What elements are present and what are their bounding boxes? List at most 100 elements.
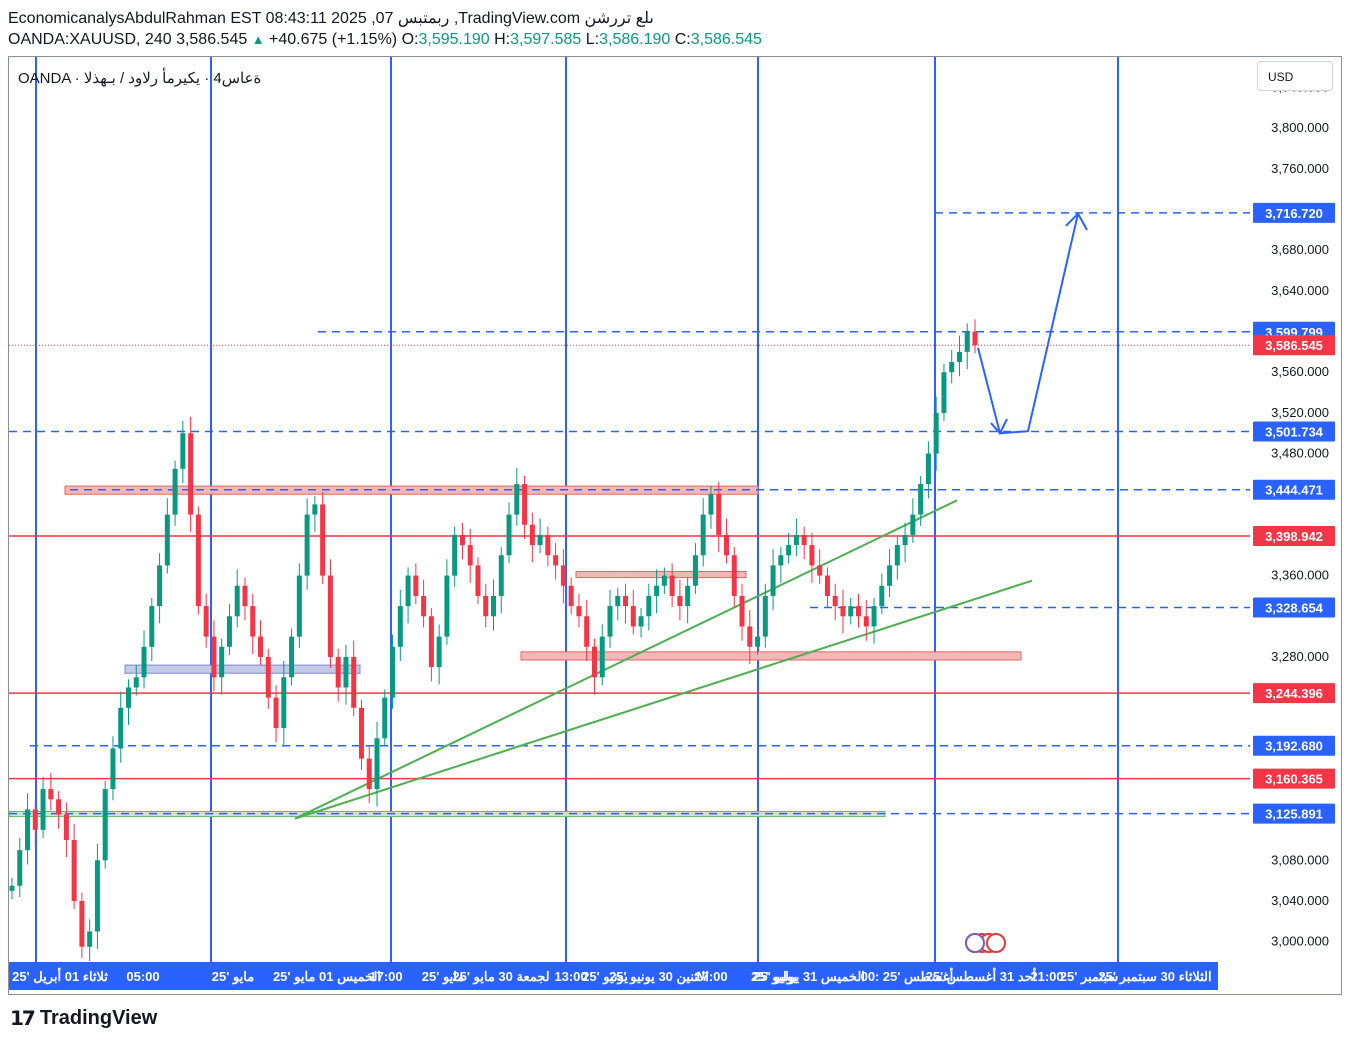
trendline-upper	[294, 499, 958, 820]
candle-body-80	[630, 606, 636, 627]
candle-body-105	[824, 575, 830, 596]
candle-body-81	[638, 616, 644, 627]
candle-body-121	[949, 362, 955, 373]
candle-body-15	[125, 687, 131, 708]
candle-body-84	[661, 575, 667, 586]
candle-body-120	[941, 372, 947, 413]
candle-body-70	[553, 555, 559, 566]
time-axis-bg	[9, 962, 1218, 990]
candle-body-59	[467, 545, 473, 566]
event-lightning-icon	[965, 933, 985, 953]
candle-body-123	[964, 331, 970, 352]
candle-body-56	[444, 575, 450, 637]
candle-body-117	[918, 484, 924, 515]
candle-body-91	[716, 494, 722, 535]
candle-body-116	[910, 514, 916, 535]
price-label-bg-0	[1253, 202, 1335, 223]
x-tick-8: يونيو '25	[582, 969, 628, 985]
candle-body-57	[452, 534, 458, 576]
candle-body-40	[320, 504, 326, 576]
y-tick-1: 3,800.000	[1271, 120, 1329, 135]
candle-body-115	[902, 534, 908, 546]
last-price: 3,586.545	[176, 31, 248, 48]
candle-body-5	[48, 789, 54, 800]
price-label-bg-3	[1253, 421, 1335, 442]
candle-body-111	[871, 606, 877, 627]
candle-body-112	[879, 585, 885, 607]
candle-body-74	[584, 616, 590, 647]
price-label-5: 3,398.942	[1265, 529, 1323, 544]
candle-body-43	[343, 656, 349, 688]
candle-body-0	[9, 885, 15, 891]
candle-body-44	[351, 656, 357, 708]
candle-body-83	[654, 585, 660, 596]
candle-body-55	[436, 636, 442, 668]
candle-body-102	[801, 534, 807, 546]
candle-body-88	[692, 555, 698, 586]
candle-body-69	[545, 534, 551, 556]
candle-body-110	[863, 616, 869, 627]
candle-body-16	[133, 677, 139, 688]
brand-name: TradingView	[39, 1007, 158, 1029]
chart-title: OANDA · ةعاس4 · يكيرمأ رلاود / بـهذلا	[18, 70, 262, 87]
candle-body-72	[568, 585, 574, 607]
candle-body-17	[141, 646, 147, 678]
candle-body-95	[747, 626, 753, 647]
candle-body-61	[483, 595, 489, 617]
candle-body-27	[219, 646, 225, 678]
candle-body-23	[188, 433, 194, 515]
candle-body-79	[623, 595, 629, 607]
y-tick-2: 3,760.000	[1271, 161, 1329, 176]
candle-body-35	[281, 677, 287, 729]
candle-body-38	[304, 514, 310, 576]
x-tick-17: سبتمبر '25	[1060, 969, 1119, 985]
candle-body-96	[755, 636, 761, 647]
candle-body-65	[514, 484, 520, 515]
candle-body-8	[71, 839, 77, 901]
price-label-bg-7	[1253, 683, 1335, 704]
x-tick-9: الاثنين 30 يونيو '25	[609, 969, 709, 985]
candle-body-2	[25, 809, 31, 851]
y-tick-8: 3,360.000	[1271, 568, 1329, 583]
y-tick-11: 3,040.000	[1271, 893, 1329, 908]
candle-body-11	[94, 860, 100, 932]
candle-body-82	[646, 595, 652, 617]
candle-body-114	[894, 545, 900, 566]
x-tick-2: مايو '25	[212, 969, 254, 985]
x-tick-5: مايو '25	[422, 969, 464, 985]
candle-body-33	[265, 656, 271, 698]
candle-body-86	[677, 595, 683, 607]
candle-body-104	[817, 565, 823, 576]
candle-body-98	[770, 565, 776, 596]
y-tick-6: 3,520.000	[1271, 405, 1329, 420]
candle-body-108	[848, 606, 854, 617]
x-tick-16: 21:00	[1030, 969, 1063, 984]
high-label: H:	[494, 31, 511, 48]
candle-body-66	[522, 484, 528, 525]
candle-body-50	[397, 606, 403, 647]
candle-body-118	[925, 453, 931, 485]
candle-body-92	[723, 534, 729, 556]
x-tick-4: 17:00	[369, 969, 402, 984]
candle-body-9	[79, 900, 85, 947]
candle-body-63	[498, 555, 504, 596]
symbol-label: OANDA:XAUUSD, 240	[8, 31, 172, 48]
y-tick-12: 3,000.000	[1271, 934, 1329, 949]
zone-2	[520, 651, 1022, 661]
candle-body-28	[226, 616, 232, 647]
low-label: L:	[585, 31, 600, 48]
price-label-8: 3,192.680	[1265, 739, 1323, 754]
chart-header-line2: OANDA:XAUUSD, 240 3,586.545 ▲ +40.675 (+…	[8, 31, 762, 49]
price-label-bg-2	[1253, 335, 1335, 356]
currency-selector[interactable]: USD	[1257, 61, 1333, 91]
price-label-7: 3,244.396	[1265, 686, 1323, 701]
chart-frame[interactable]	[8, 56, 1342, 995]
candle-body-76	[599, 636, 605, 678]
high-value: 3,597.585	[510, 31, 582, 48]
x-tick-1: 05:00	[126, 969, 159, 984]
candle-body-24	[195, 514, 201, 607]
candle-body-52	[413, 575, 419, 596]
candle-body-46	[366, 758, 372, 790]
candle-body-99	[778, 555, 784, 566]
